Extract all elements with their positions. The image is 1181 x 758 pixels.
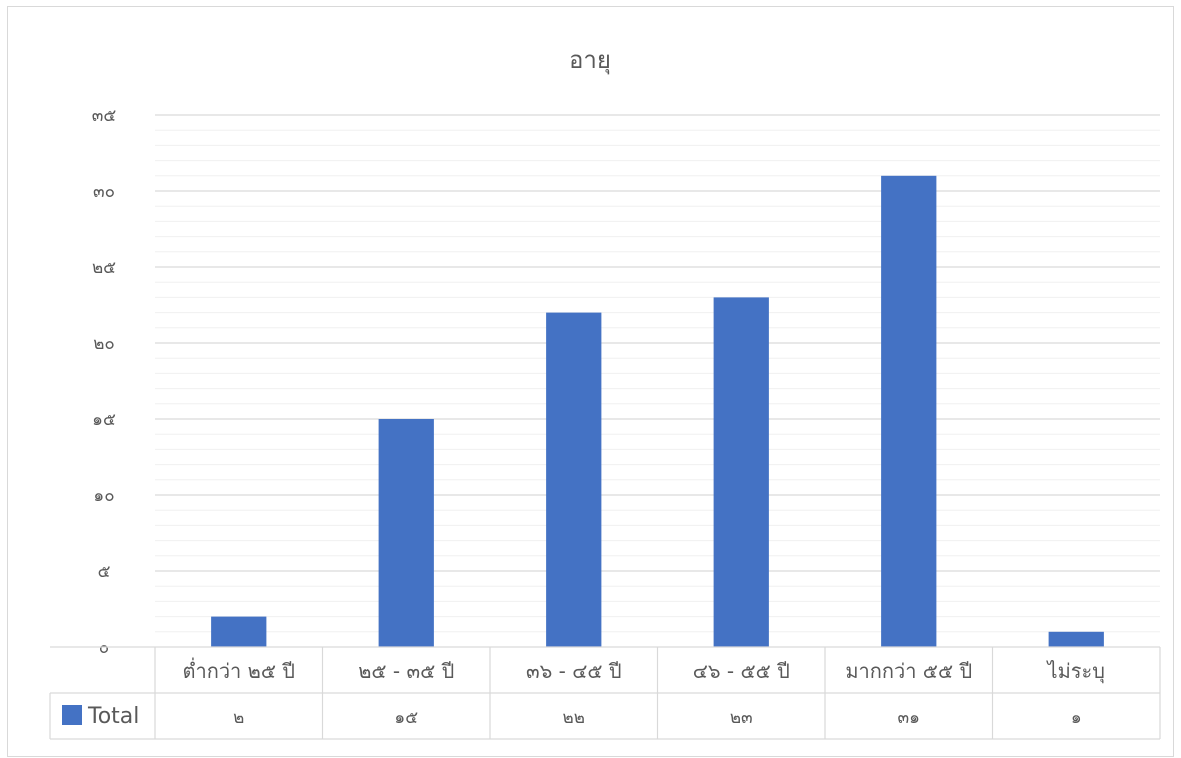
- legend-swatch: [62, 705, 82, 725]
- y-tick-label: ๓๐: [93, 182, 115, 202]
- y-tick-label: ๒๕: [92, 258, 116, 278]
- category-label: ไม่ระบุ: [1046, 659, 1105, 684]
- category-label: ๒๕ - ๓๕ ปี: [358, 659, 454, 683]
- bar: [713, 297, 769, 647]
- bar: [378, 419, 434, 647]
- y-tick-label: ๑๕: [92, 410, 116, 430]
- y-tick-label: ๕: [98, 562, 111, 582]
- category-label: ๔๖ - ๕๕ ปี: [693, 659, 790, 683]
- legend-label: Total: [87, 704, 139, 729]
- y-tick-label: ๒๐: [93, 334, 115, 354]
- bar: [211, 616, 267, 647]
- chart-title: อายุ: [569, 46, 611, 75]
- category-label: มากกว่า ๕๕ ปี: [845, 659, 972, 683]
- bar: [546, 312, 602, 647]
- data-table: ต่ำกว่า ๒๕ ปี๒ ๒๕ - ๓๕ ปี๑๕ ๓๖ - ๔๕ ปี๒๒ ๔๖…: [49, 646, 1161, 740]
- data-label: ๒๒: [563, 708, 585, 728]
- y-axis-ticks: ๐ ๕ ๑๐ ๑๕ ๒๐ ๒๕ ๓๐ ๓๕: [92, 106, 117, 658]
- category-label: ต่ำกว่า ๒๕ ปี: [182, 657, 295, 683]
- data-label: ๒๓: [730, 708, 753, 728]
- y-tick-label: ๐: [99, 638, 109, 658]
- grid-layer: [155, 114, 1160, 633]
- bar: [1048, 631, 1104, 647]
- data-label: ๑: [1071, 708, 1082, 728]
- data-label: ๒: [233, 708, 244, 728]
- bar: [881, 175, 937, 648]
- y-tick-label: ๓๕: [92, 106, 117, 126]
- category-label: ๓๖ - ๔๕ ปี: [526, 659, 622, 683]
- data-label: ๓๑: [898, 708, 920, 728]
- bars: [211, 175, 1104, 648]
- data-label: ๑๕: [394, 708, 418, 728]
- y-tick-label: ๑๐: [93, 486, 114, 506]
